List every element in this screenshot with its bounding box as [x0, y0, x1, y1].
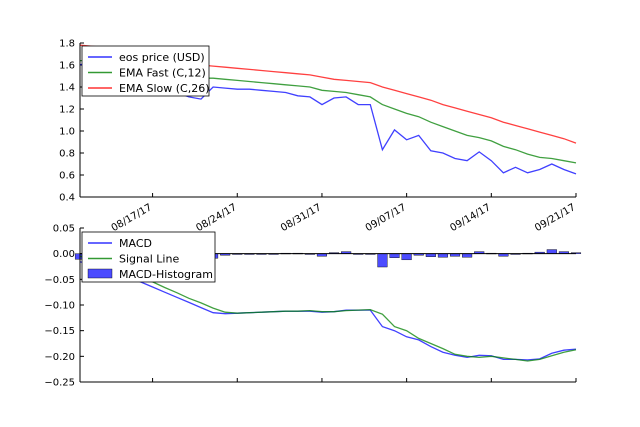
price-y-tick-label: 1.0 — [59, 127, 75, 138]
histogram-bar — [401, 253, 412, 261]
macd-y-tick-label: −0.10 — [44, 301, 75, 312]
histogram-bar — [377, 253, 388, 268]
price-y-tick-label: 1.4 — [59, 83, 75, 94]
macd-y-tick-label: −0.20 — [44, 352, 75, 363]
x-tick-label: 09/14/17 — [448, 202, 492, 234]
macd-y-tick-label: −0.15 — [44, 326, 75, 337]
macd-y-tick-label: −0.05 — [44, 275, 75, 286]
histogram-bar — [437, 253, 448, 258]
x-tick-label: 09/21/17 — [533, 202, 577, 234]
x-tick-label: 08/31/17 — [279, 202, 323, 234]
macd-legend-label: Signal Line — [119, 253, 179, 266]
macd-legend-swatch — [87, 268, 113, 279]
macd-y-tick-label: −0.25 — [44, 378, 75, 389]
price-y-tick-label: 0.8 — [59, 149, 75, 160]
price-y-tick-label: 1.8 — [59, 39, 75, 50]
macd-y-tick-label: 0.00 — [53, 249, 75, 260]
histogram-bar — [546, 249, 557, 254]
x-tick-label: 09/07/17 — [364, 202, 408, 234]
macd-legend-label: MACD — [119, 237, 152, 250]
x-tick-label: 08/24/17 — [194, 202, 238, 234]
macd-y-tick-label: 0.05 — [53, 224, 75, 235]
histogram-bar — [462, 253, 473, 258]
price-y-tick-label: 1.6 — [59, 61, 75, 72]
price-y-tick-label: 1.2 — [59, 105, 75, 116]
histogram-bar — [389, 253, 400, 258]
x-tick-label: 08/17/17 — [110, 202, 154, 234]
macd-signal-line-line — [79, 255, 577, 362]
price-legend-label: EMA Fast (C,12) — [119, 67, 206, 80]
price-legend-label: eos price (USD) — [119, 51, 205, 64]
price-legend-label: EMA Slow (C,26) — [119, 82, 209, 95]
price-y-tick-label: 0.4 — [59, 193, 75, 204]
macd-legend-label: MACD-Histogram — [119, 268, 213, 281]
price-y-tick-label: 0.6 — [59, 171, 75, 182]
